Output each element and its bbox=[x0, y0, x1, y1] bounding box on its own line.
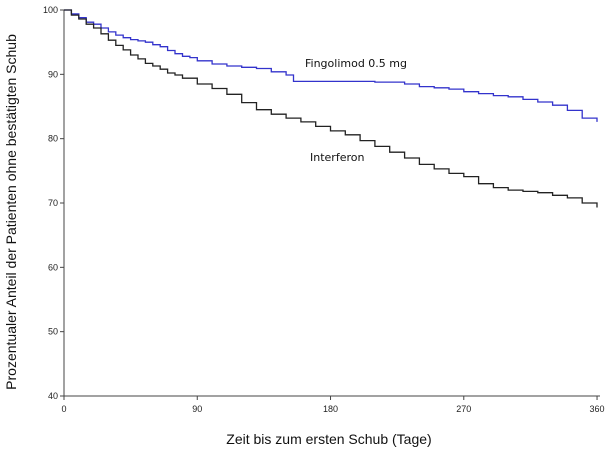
x-tick-label: 360 bbox=[590, 404, 605, 414]
series-lines bbox=[64, 9, 598, 208]
series-label: Fingolimod 0.5 mg bbox=[305, 57, 407, 70]
y-tick-label: 90 bbox=[48, 69, 58, 79]
x-axis-title: Zeit bis zum ersten Schub (Tage) bbox=[226, 431, 431, 447]
x-tick-label: 0 bbox=[61, 404, 66, 414]
y-tick-label: 50 bbox=[48, 327, 58, 337]
y-tick-label: 70 bbox=[48, 198, 58, 208]
series-line-fingolimod-0-5-mg bbox=[64, 9, 598, 122]
series-label: Interferon bbox=[310, 151, 364, 164]
y-axis-title: Prozentualer Anteil der Patienten ohne b… bbox=[3, 34, 19, 390]
y-tick-label: 40 bbox=[48, 391, 58, 401]
series-labels: Fingolimod 0.5 mg Interferon bbox=[305, 57, 407, 164]
series-line-interferon bbox=[64, 9, 598, 208]
tick-labels: 40 50 60 70 80 90 100 0 90 180 270 360 bbox=[43, 5, 605, 414]
y-tick-label: 100 bbox=[43, 5, 58, 15]
x-tick-label: 270 bbox=[456, 404, 471, 414]
x-tick-label: 90 bbox=[192, 404, 202, 414]
x-tick-label: 180 bbox=[323, 404, 338, 414]
y-tick-label: 80 bbox=[48, 134, 58, 144]
axes bbox=[60, 9, 600, 400]
y-tick-label: 60 bbox=[48, 262, 58, 272]
